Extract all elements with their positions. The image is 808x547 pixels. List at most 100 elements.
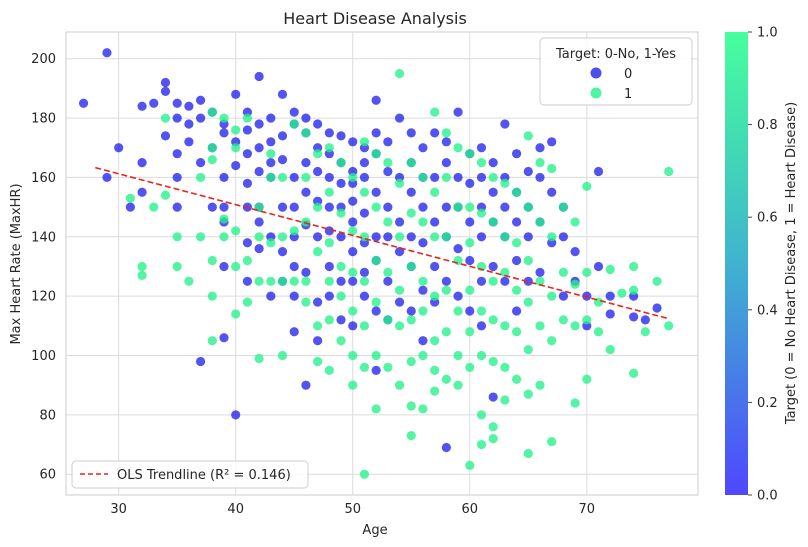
data-point-target-0: [500, 119, 510, 129]
data-point-target-0: [160, 77, 171, 88]
data-point-target-1: [476, 350, 487, 361]
data-point-target-0: [511, 149, 522, 159]
data-point-target-0: [441, 276, 451, 286]
data-point-target-0: [394, 297, 405, 307]
data-point-target-1: [324, 276, 334, 286]
data-point-target-1: [511, 187, 522, 197]
data-point-target-0: [301, 380, 311, 390]
data-point-target-1: [430, 291, 440, 301]
data-point-target-1: [418, 404, 428, 414]
data-point-target-1: [383, 362, 393, 372]
data-point-target-0: [476, 232, 487, 242]
data-point-target-0: [453, 172, 463, 183]
data-point-target-0: [172, 98, 182, 108]
data-point-target-1: [605, 264, 615, 275]
data-point-target-1: [418, 172, 428, 183]
data-point-target-1: [418, 276, 428, 286]
data-point-target-1: [547, 436, 557, 447]
data-point-target-1: [359, 321, 370, 331]
data-point-target-1: [348, 226, 358, 236]
data-point-target-0: [125, 202, 135, 212]
data-point-target-1: [277, 276, 288, 286]
data-point-target-0: [629, 312, 639, 322]
colorbar-tick-label: 0.8: [757, 118, 778, 133]
data-point-target-1: [348, 172, 358, 183]
data-point-target-0: [547, 137, 557, 147]
data-point-target-1: [593, 327, 604, 337]
data-point-target-1: [160, 190, 171, 200]
data-point-target-1: [441, 374, 451, 384]
data-point-target-1: [652, 276, 662, 286]
data-point-target-1: [629, 368, 639, 378]
data-point-target-0: [114, 143, 124, 153]
x-tick-label: 30: [110, 502, 127, 517]
data-point-target-1: [453, 143, 463, 153]
data-point-target-0: [172, 172, 182, 183]
y-tick-label: 160: [31, 171, 56, 186]
legend-trendline: OLS Trendline (R² = 0.146): [71, 460, 309, 489]
data-point-target-1: [125, 193, 135, 203]
data-point-target-1: [324, 365, 334, 375]
data-point-target-0: [195, 356, 206, 367]
data-point-target-0: [242, 125, 253, 135]
data-point-target-1: [476, 439, 487, 450]
data-point-target-1: [465, 202, 475, 212]
data-point-target-0: [348, 217, 358, 227]
data-point-target-0: [137, 101, 147, 111]
data-point-target-0: [500, 276, 510, 286]
data-point-target-1: [523, 255, 533, 266]
x-tick-label: 50: [344, 502, 361, 517]
legend-label-0: 0: [624, 67, 632, 82]
data-point-target-1: [324, 187, 334, 197]
data-point-target-1: [172, 232, 182, 242]
data-point-target-1: [558, 267, 569, 278]
data-point-target-0: [195, 157, 206, 168]
data-point-target-0: [500, 202, 510, 212]
data-point-target-1: [289, 226, 299, 236]
data-point-target-1: [406, 315, 416, 325]
data-point-target-0: [371, 232, 381, 242]
data-point-target-1: [605, 344, 615, 355]
data-point-target-1: [500, 362, 510, 372]
data-point-target-1: [195, 172, 206, 183]
data-point-target-0: [336, 276, 346, 286]
data-point-target-0: [465, 217, 475, 227]
data-point-target-1: [137, 270, 147, 280]
data-point-target-0: [336, 315, 346, 325]
data-point-target-1: [523, 344, 533, 355]
data-point-target-1: [336, 261, 346, 272]
data-point-target-1: [371, 404, 381, 414]
data-point-target-0: [605, 291, 615, 301]
legend-target: Target: 0-No, 1-Yes 0 1: [539, 37, 693, 106]
data-point-target-1: [207, 155, 217, 165]
data-point-target-0: [137, 187, 147, 197]
data-point-target-1: [266, 172, 276, 183]
data-point-target-1: [582, 267, 592, 278]
data-point-target-1: [535, 276, 545, 286]
data-point-target-1: [207, 107, 217, 117]
data-point-target-1: [301, 217, 311, 227]
x-tick-label: 60: [462, 502, 479, 517]
x-tick-label: 40: [227, 502, 244, 517]
data-point-target-0: [418, 285, 428, 295]
data-point-target-0: [476, 143, 487, 153]
data-point-target-0: [441, 157, 451, 168]
data-point-target-0: [511, 255, 522, 266]
data-point-target-1: [172, 261, 182, 272]
data-point-target-1: [348, 380, 358, 390]
y-tick-label: 80: [39, 408, 56, 423]
data-point-target-0: [394, 217, 405, 227]
data-point-target-1: [664, 321, 674, 331]
data-point-target-1: [488, 172, 498, 183]
data-point-target-1: [488, 217, 498, 227]
data-point-target-0: [336, 178, 346, 188]
data-point-target-1: [359, 362, 370, 372]
data-point-target-0: [488, 392, 498, 402]
data-point-target-0: [254, 166, 264, 177]
data-point-target-0: [453, 107, 463, 117]
data-point-target-1: [231, 143, 241, 153]
colorbar-gradient: [725, 32, 748, 495]
data-point-target-1: [453, 350, 463, 361]
data-point-target-1: [383, 267, 393, 278]
